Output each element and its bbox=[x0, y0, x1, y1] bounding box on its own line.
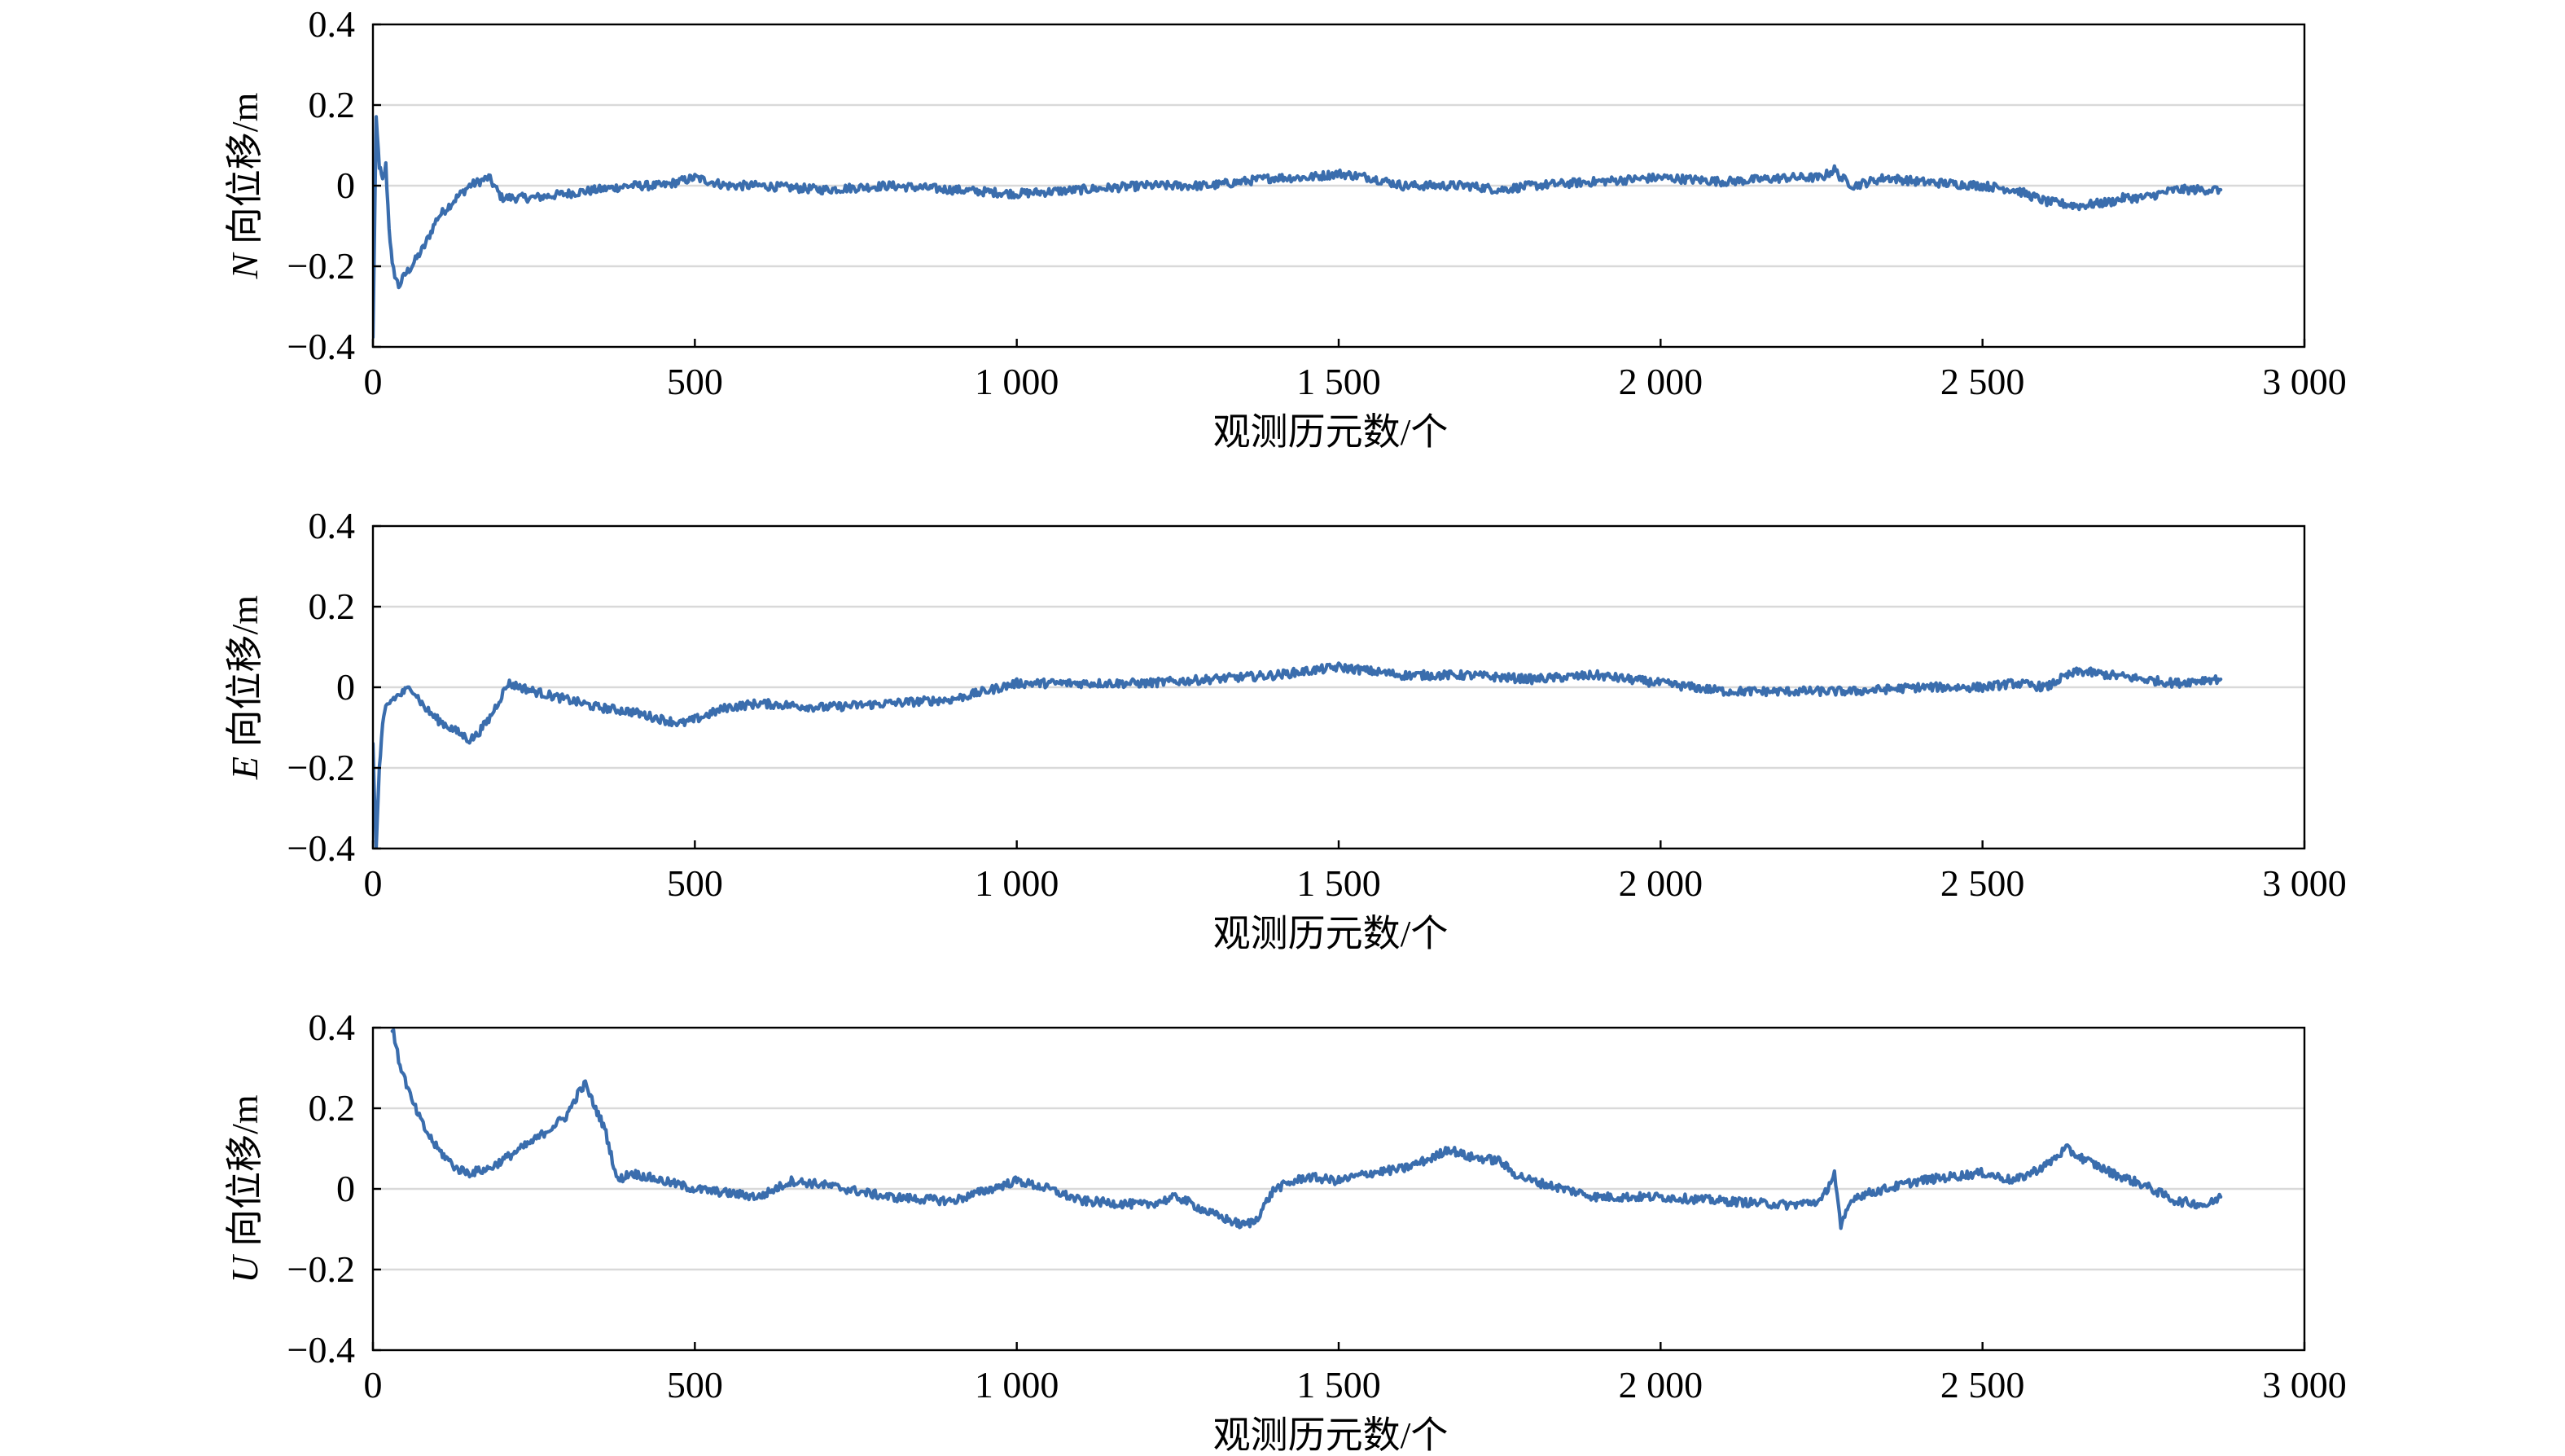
ytick-label-2: 0 bbox=[336, 164, 355, 206]
ytick-label-0: −0.4 bbox=[287, 326, 355, 367]
xtick-label-0: 0 bbox=[364, 361, 383, 402]
xtick-label-4: 2 000 bbox=[1619, 1364, 1703, 1406]
ytick-label-1: −0.2 bbox=[287, 747, 355, 788]
xtick-label-6: 3 000 bbox=[2262, 361, 2347, 402]
xtick-label-5: 2 500 bbox=[1940, 361, 2025, 402]
xaxis-title-N: 观测历元数/个 bbox=[1213, 411, 1449, 453]
xtick-label-1: 500 bbox=[667, 1364, 723, 1406]
xtick-label-5: 2 500 bbox=[1940, 1364, 2025, 1406]
ytick-label-3: 0.2 bbox=[309, 1087, 356, 1129]
xtick-label-3: 1 500 bbox=[1296, 862, 1381, 904]
xtick-label-2: 1 000 bbox=[975, 1364, 1059, 1406]
ytick-label-4: 0.4 bbox=[309, 3, 356, 45]
ytick-label-0: −0.4 bbox=[287, 1329, 355, 1370]
ytick-label-2: 0 bbox=[336, 666, 355, 708]
ytick-label-3: 0.2 bbox=[309, 84, 356, 125]
yaxis-symbol-U: U bbox=[224, 1254, 265, 1283]
yaxis-text-E: 向位移/m bbox=[224, 595, 265, 757]
ytick-label-4: 0.4 bbox=[309, 1006, 356, 1048]
xaxis-title-U: 观测历元数/个 bbox=[1213, 1414, 1449, 1456]
yaxis-title-N: N 向位移/m bbox=[224, 92, 265, 279]
yaxis-symbol-N: N bbox=[224, 252, 265, 279]
xtick-label-6: 3 000 bbox=[2262, 1364, 2347, 1406]
xtick-label-1: 500 bbox=[667, 361, 723, 402]
series-line-U bbox=[390, 1028, 2223, 1230]
yaxis-title-E: E 向位移/m bbox=[224, 595, 265, 780]
xtick-label-6: 3 000 bbox=[2262, 862, 2347, 904]
panel-N: 0 500 1 000 1 500 2 000 2 500 3 000 −0.4 −0.2 0 0.… bbox=[224, 3, 2347, 453]
xtick-label-4: 2 000 bbox=[1619, 361, 1703, 402]
panel-U: 0 500 1 000 1 500 2 000 2 500 3 000 −0.4 −0.2 0 0.… bbox=[224, 1006, 2347, 1456]
xtick-label-0: 0 bbox=[364, 862, 383, 904]
xtick-label-5: 2 500 bbox=[1940, 862, 2025, 904]
ytick-label-0: −0.4 bbox=[287, 827, 355, 869]
xaxis-title-E: 观测历元数/个 bbox=[1213, 913, 1449, 954]
ytick-label-1: −0.2 bbox=[287, 245, 355, 287]
yaxis-title-U: U 向位移/m bbox=[224, 1094, 265, 1283]
xtick-label-1: 500 bbox=[667, 862, 723, 904]
panel-E: 0 500 1 000 1 500 2 000 2 500 3 000 −0.4 −0.2 0 0.… bbox=[224, 505, 2347, 954]
xtick-label-3: 1 500 bbox=[1296, 361, 1381, 402]
yaxis-text-N: 向位移/m bbox=[224, 92, 265, 253]
ytick-label-4: 0.4 bbox=[309, 505, 356, 546]
series-line-E bbox=[373, 661, 2223, 849]
yaxis-text-U: 向位移/m bbox=[224, 1094, 265, 1256]
ytick-label-2: 0 bbox=[336, 1168, 355, 1209]
ytick-label-1: −0.2 bbox=[287, 1248, 355, 1290]
xtick-label-3: 1 500 bbox=[1296, 1364, 1381, 1406]
xtick-label-0: 0 bbox=[364, 1364, 383, 1406]
series-line-N bbox=[373, 115, 2223, 340]
xtick-label-2: 1 000 bbox=[975, 862, 1059, 904]
xtick-label-4: 2 000 bbox=[1619, 862, 1703, 904]
xtick-label-2: 1 000 bbox=[975, 361, 1059, 402]
yaxis-symbol-E: E bbox=[224, 757, 265, 780]
ytick-label-3: 0.2 bbox=[309, 585, 356, 627]
